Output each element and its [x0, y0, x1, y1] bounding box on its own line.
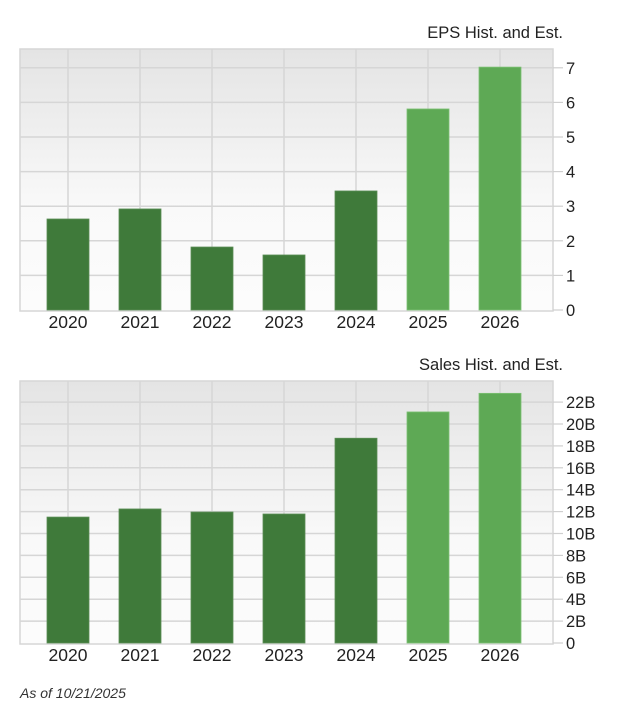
bar-2020 [46, 218, 90, 311]
x-tick-label: 2022 [193, 645, 232, 665]
y-tick-label: 0 [566, 302, 575, 320]
bar-2025 [406, 108, 450, 311]
eps-chart-plot: 0 1 2 3 4 5 6 7 2020 2021 2022 2023 2024 2025 2026 [19, 48, 575, 332]
y-tick-label: 6 [566, 94, 575, 112]
y-tick-label: 22B [566, 394, 595, 412]
bar-2026 [478, 66, 522, 311]
x-tick-label: 2025 [409, 645, 448, 665]
sales-chart: Sales Hist. and Est. 0 2B 4B 6B 8B 10B 12B 14B 1… [19, 356, 595, 665]
bar-2021 [118, 208, 162, 311]
x-tick-label: 2023 [265, 645, 304, 665]
y-tick-label: 8B [566, 547, 586, 565]
eps-chart: EPS Hist. and Est. 0 1 2 3 4 5 6 7 2020 2021 2022 2… [0, 0, 620, 345]
y-tick-label: 4 [566, 164, 575, 182]
sales-chart-plot: 0 2B 4B 6B 8B 10B 12B 14B 16B 18B 20B 22B 2020 2021 20… [19, 380, 595, 665]
bar-2024 [334, 437, 378, 644]
x-tick-label: 2026 [481, 312, 520, 332]
x-tick-label: 2022 [193, 312, 232, 332]
bar-2020 [46, 516, 90, 644]
as-of-date: As of 10/21/2025 [20, 685, 126, 701]
x-tick-label: 2025 [409, 312, 448, 332]
y-tick-label: 2 [566, 233, 575, 251]
x-tick-label: 2023 [265, 312, 304, 332]
x-tick-label: 2020 [49, 312, 88, 332]
sales-chart-title: Sales Hist. and Est. [419, 356, 563, 374]
bar-2025 [406, 411, 450, 644]
bar-2026 [478, 392, 522, 644]
x-tick-label: 2024 [337, 312, 376, 332]
y-tick-label: 7 [566, 60, 575, 78]
x-tick-label: 2026 [481, 645, 520, 665]
x-tick-label: 2021 [121, 312, 160, 332]
y-tick-label: 5 [566, 129, 575, 147]
y-tick-label: 2B [566, 613, 586, 631]
y-tick-label: 10B [566, 526, 595, 544]
y-tick-label: 16B [566, 460, 595, 478]
y-tick-label: 0 [566, 635, 575, 653]
y-tick-label: 18B [566, 438, 595, 456]
bar-2021 [118, 508, 162, 644]
bar-2022 [190, 246, 234, 311]
y-tick-label: 14B [566, 482, 595, 500]
x-tick-label: 2020 [49, 645, 88, 665]
y-tick-label: 6B [566, 569, 586, 587]
bar-2024 [334, 190, 378, 311]
y-tick-label: 20B [566, 416, 595, 434]
y-tick-label: 4B [566, 591, 586, 609]
bar-2023 [262, 513, 306, 644]
y-tick-label: 1 [566, 267, 575, 285]
x-tick-label: 2021 [121, 645, 160, 665]
y-tick-label: 12B [566, 504, 595, 522]
y-tick-label: 3 [566, 198, 575, 216]
bar-2022 [190, 511, 234, 644]
bar-2023 [262, 254, 306, 311]
eps-chart-title: EPS Hist. and Est. [427, 24, 563, 42]
x-tick-label: 2024 [337, 645, 376, 665]
